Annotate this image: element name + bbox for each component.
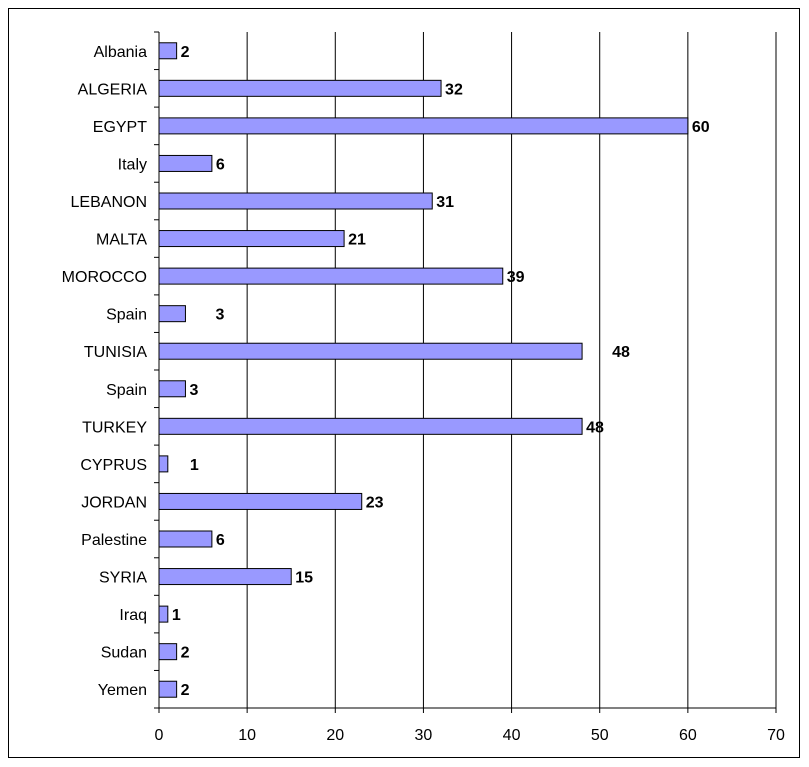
category-label: TUNISIA [84, 344, 147, 361]
data-label: 39 [507, 269, 525, 286]
bar-8 [158, 342, 583, 360]
x-tick-label: 50 [591, 727, 609, 744]
category-label: SYRIA [99, 570, 147, 587]
category-label: Spain [106, 382, 147, 399]
data-label: 3 [215, 307, 224, 324]
x-tick-label: 20 [326, 727, 344, 744]
data-label: 1 [190, 457, 199, 474]
bar-6 [158, 267, 504, 285]
bar-4 [158, 192, 433, 210]
category-label: Albania [94, 44, 147, 61]
bar-14 [158, 568, 292, 586]
bar-1 [158, 79, 442, 97]
category-label: Palestine [81, 532, 147, 549]
data-label: 6 [216, 156, 225, 173]
data-label: 1 [172, 607, 181, 624]
data-label: 23 [366, 494, 384, 511]
category-label: Iraq [119, 607, 147, 624]
x-tick-label: 30 [415, 727, 433, 744]
category-label: TURKEY [82, 419, 147, 436]
category-label: MOROCCO [62, 269, 147, 286]
bar-13 [158, 530, 213, 548]
category-label: Spain [106, 307, 147, 324]
category-label: MALTA [96, 232, 147, 249]
x-tick-label: 70 [767, 727, 785, 744]
data-label: 2 [181, 682, 190, 699]
data-label: 31 [436, 194, 454, 211]
category-label: ALGERIA [78, 81, 148, 98]
bar-5 [158, 230, 345, 248]
data-label: 15 [295, 570, 313, 587]
x-tick-label: 40 [503, 727, 521, 744]
category-label: JORDAN [81, 494, 147, 511]
bar-15 [158, 605, 169, 623]
data-label: 32 [445, 81, 463, 98]
bar-9 [158, 380, 186, 398]
bar-7 [158, 305, 186, 323]
bar-0 [158, 42, 178, 60]
data-label: 6 [216, 532, 225, 549]
data-label: 2 [181, 645, 190, 662]
category-label: EGYPT [93, 119, 147, 136]
category-label: Yemen [98, 682, 147, 699]
category-label: CYPRUS [80, 457, 147, 474]
bar-16 [158, 643, 178, 661]
x-tick-label: 0 [155, 727, 164, 744]
bar-2 [158, 117, 689, 135]
bar-17 [158, 680, 178, 698]
bar-10 [158, 417, 583, 435]
data-label: 60 [692, 119, 710, 136]
data-label: 48 [612, 344, 630, 361]
bar-3 [158, 154, 213, 172]
data-label: 48 [586, 419, 604, 436]
category-label: Sudan [101, 645, 147, 662]
category-label: LEBANON [71, 194, 147, 211]
data-label: 2 [181, 44, 190, 61]
data-label: 3 [189, 382, 198, 399]
category-label: Italy [118, 156, 147, 173]
x-tick-label: 60 [679, 727, 697, 744]
bar-12 [158, 492, 363, 510]
data-label: 21 [348, 232, 366, 249]
x-tick-label: 10 [238, 727, 256, 744]
bar-11 [158, 455, 169, 473]
